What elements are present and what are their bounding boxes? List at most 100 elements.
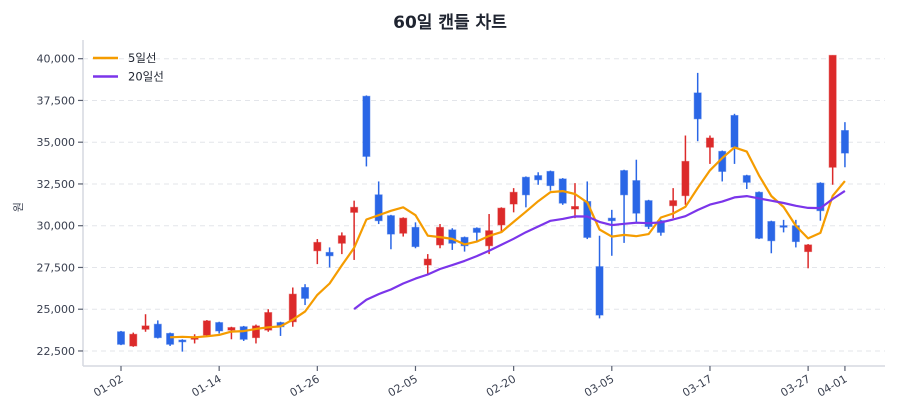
candle-down <box>178 339 187 352</box>
candle-down <box>153 320 162 339</box>
legend-label-20: 20일선 <box>128 70 164 84</box>
candle-down <box>521 176 530 208</box>
candle-down <box>693 72 702 142</box>
candle-down <box>840 122 849 168</box>
y-axis-label: 원 <box>12 202 25 212</box>
candle-body <box>705 137 714 148</box>
candle-body <box>153 323 162 339</box>
candle-body <box>730 114 739 148</box>
candle-up <box>399 217 408 237</box>
candle-body <box>141 325 150 330</box>
candle-body <box>804 244 813 253</box>
candle-down <box>301 284 310 306</box>
candle-down <box>644 199 653 230</box>
y-tick-label: 32,500 <box>37 178 76 191</box>
ma-line-5 <box>170 146 846 339</box>
candle-down <box>215 321 224 334</box>
candle-body <box>313 241 322 252</box>
candle-up <box>705 135 714 164</box>
candle-body <box>227 327 236 331</box>
candle-up <box>509 188 518 213</box>
x-tick-label: 01-14 <box>189 372 223 399</box>
x-ticks: 01-02 01-14 01-26 02-05 02-20 03-05 03-17 03-27… <box>91 366 849 400</box>
x-tick-label: 03-17 <box>680 372 714 399</box>
candle-body <box>448 229 457 244</box>
x-tick-label: 02-20 <box>484 372 518 399</box>
candle-down <box>362 95 371 167</box>
candle-body <box>423 258 432 266</box>
candle-up <box>828 54 837 185</box>
candle-up <box>337 232 346 255</box>
candle-up <box>227 326 236 340</box>
candle-body <box>386 215 395 235</box>
y-ticks: 22,500 25,000 27,500 30,000 32,500 35,000 37,5… <box>37 53 83 358</box>
candle-body <box>509 191 518 205</box>
candle-body <box>399 217 408 234</box>
moving-average-lines <box>170 146 846 339</box>
y-tick-label: 27,500 <box>37 261 76 274</box>
legend: 5일선 20일선 <box>93 51 164 84</box>
candle-body <box>264 312 273 331</box>
candle-down <box>546 170 555 191</box>
candle-up <box>129 332 138 347</box>
candle-body <box>546 170 555 187</box>
candle-body <box>840 130 849 154</box>
candle-down <box>595 235 604 319</box>
x-tick-label: 03-27 <box>778 372 812 399</box>
candle-up <box>423 254 432 275</box>
ma-line-20 <box>353 189 846 310</box>
candle-up <box>681 135 690 205</box>
candle-body <box>779 225 788 228</box>
candle-down <box>472 227 481 241</box>
candle-body <box>411 226 420 248</box>
candle-body <box>521 176 530 196</box>
candle-down <box>730 113 739 164</box>
candle-down <box>117 330 125 346</box>
candle-up <box>190 334 199 344</box>
y-tick-label: 37,500 <box>37 94 76 107</box>
candle-down <box>325 247 334 268</box>
candle-body <box>570 206 579 210</box>
candle-body <box>350 206 359 213</box>
legend-label-5: 5일선 <box>128 51 156 65</box>
candle-body <box>215 322 224 332</box>
candle-body <box>251 325 260 339</box>
candle-down <box>767 220 776 254</box>
candle-down <box>374 181 383 225</box>
candle-body <box>202 320 211 336</box>
candle-up <box>313 239 322 265</box>
candle-down <box>779 219 788 233</box>
candle-body <box>534 175 543 181</box>
candle-body <box>497 207 506 226</box>
y-tick-label: 25,000 <box>37 303 76 316</box>
candle-body <box>472 227 481 233</box>
candle-body <box>301 287 310 299</box>
x-tick-label: 01-26 <box>288 372 322 399</box>
y-tick-label: 22,500 <box>37 345 76 358</box>
candle-body <box>816 182 825 212</box>
y-tick-label: 30,000 <box>37 220 76 233</box>
y-tick-label: 35,000 <box>37 136 76 149</box>
candle-down <box>742 174 751 189</box>
candle-body <box>374 194 383 222</box>
axes <box>82 40 885 367</box>
candle-up <box>141 314 150 332</box>
candle-up <box>804 244 813 269</box>
x-tick-label: 04-01 <box>815 372 849 399</box>
candle-body <box>595 266 604 316</box>
candle-body <box>644 200 653 228</box>
candles <box>117 54 849 352</box>
candle-body <box>632 180 641 214</box>
candle-down <box>534 172 543 185</box>
chart-title: 60일 캔들 차트 <box>393 13 507 33</box>
candle-up <box>497 207 506 233</box>
candle-down <box>411 222 420 249</box>
candle-body <box>620 170 629 196</box>
candle-body <box>178 339 187 343</box>
candle-down <box>239 325 248 341</box>
candle-body <box>362 95 371 157</box>
candle-body <box>239 326 248 340</box>
candle-body <box>755 191 764 239</box>
candle-down <box>166 332 175 346</box>
